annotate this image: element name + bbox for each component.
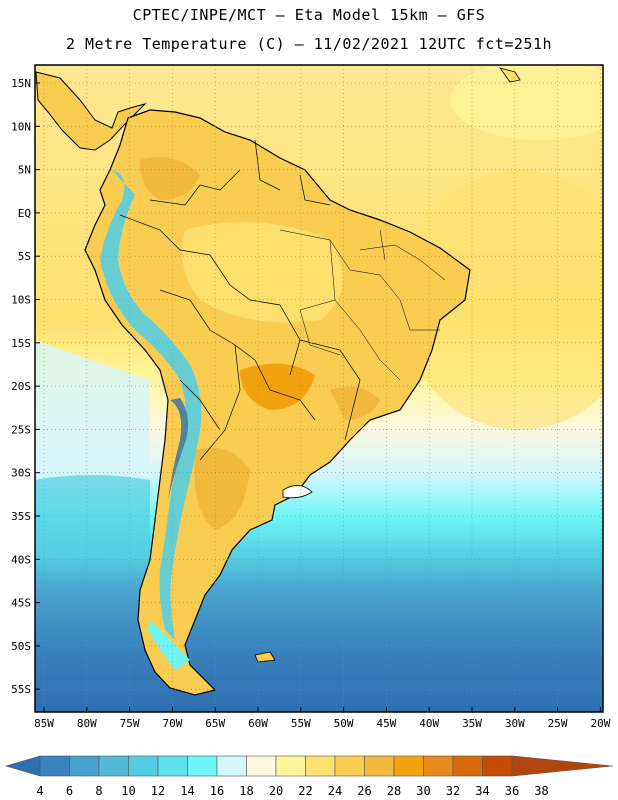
longitude-label: 20W [590, 717, 610, 730]
colorbar-arrow-right [511, 755, 614, 777]
amazon-mild-patch [182, 222, 343, 323]
colorbar: 4 6 8 10 12 14 16 18 20 22 24 26 28 30 32 34 36 38 [4, 755, 614, 798]
colorbar-box [423, 755, 454, 777]
colorbar-box [128, 755, 159, 777]
colorbar-box [393, 755, 424, 777]
colorbar-box [246, 755, 277, 777]
colorbar-label: 30 [416, 784, 430, 798]
colorbar-label: 10 [121, 784, 135, 798]
patagonia-cold [148, 620, 190, 670]
longitude-label: 85W [34, 717, 54, 730]
longitude-label: 70W [162, 717, 182, 730]
pampas-warm-patch [194, 447, 250, 530]
latitude-label: 10N [11, 120, 31, 133]
map-frame [34, 64, 604, 713]
chart-title-line2: 2 Metre Temperature (C) – 11/02/2021 12U… [65, 35, 553, 53]
colorbar-label: 14 [180, 784, 194, 798]
latitude-label: 15S [11, 337, 31, 350]
map-area [35, 65, 603, 712]
colorbar-box [39, 755, 70, 777]
colorbar-box [216, 755, 247, 777]
colorbar-label: 16 [210, 784, 224, 798]
colorbar-box [275, 755, 306, 777]
latitude-label: 30S [11, 467, 31, 480]
colorbar-box [157, 755, 188, 777]
colorbar-box [482, 755, 513, 777]
latitude-label: 5N [18, 164, 31, 177]
chart-title-line1: CPTEC/INPE/MCT – Eta Model 15km – GFS [132, 6, 486, 24]
falklands [254, 651, 276, 663]
latitude-label: EQ [18, 207, 31, 220]
colorbar-box [452, 755, 483, 777]
colorbar-label: 22 [298, 784, 312, 798]
andes-cold-ridge [100, 170, 202, 640]
latitude-label: 25S [11, 423, 31, 436]
longitude-label: 75W [120, 717, 140, 730]
colorbar-box [98, 755, 129, 777]
colorbar-label: 36 [505, 784, 519, 798]
colorbar-label: 4 [36, 784, 43, 798]
rio-de-la-plata [282, 485, 313, 499]
colorbar-label: 38 [534, 784, 548, 798]
state-borders [279, 229, 446, 381]
colorbar-arrow-left [4, 755, 41, 777]
colorbar-box [69, 755, 100, 777]
colorbar-label: 26 [357, 784, 371, 798]
southeast-warm-patch [330, 386, 380, 420]
longitude-label: 25W [548, 717, 568, 730]
longitude-label: 40W [419, 717, 439, 730]
colorbar-box [364, 755, 395, 777]
country-borders [119, 139, 361, 461]
pacific-cool-band [35, 340, 150, 470]
colorbar-label: 20 [269, 784, 283, 798]
longitude-label: 30W [505, 717, 525, 730]
colorbar-label: 8 [95, 784, 102, 798]
latitude-label: 40S [11, 553, 31, 566]
caribbean-patch [450, 65, 603, 140]
colorbar-label: 18 [239, 784, 253, 798]
longitude-label: 50W [334, 717, 354, 730]
colorbar-label: 12 [151, 784, 165, 798]
latitude-label: 10S [11, 294, 31, 307]
colorbar-label: 32 [446, 784, 460, 798]
colorbar-box [334, 755, 365, 777]
latitude-label: 20S [11, 380, 31, 393]
latitude-label: 45S [11, 597, 31, 610]
colorbar-box [305, 755, 336, 777]
ocean-warm-patch [400, 170, 603, 430]
colorbar-label: 28 [387, 784, 401, 798]
longitude-label: 65W [205, 717, 225, 730]
colorbar-box [187, 755, 218, 777]
latitude-labels: 15N 10N 5N EQ 5S 10S 15S 20S 25S 30S 35S 40S 45S 50S 5… [11, 77, 31, 696]
colorbar-label: 24 [328, 784, 342, 798]
colombia-warm-patch [140, 157, 200, 200]
island [499, 67, 521, 83]
latitude-label: 55S [11, 683, 31, 696]
grid-lines [35, 65, 603, 712]
longitude-label: 45W [376, 717, 396, 730]
longitude-label: 60W [248, 717, 268, 730]
latitude-label: 15N [11, 77, 31, 90]
longitude-label: 55W [291, 717, 311, 730]
longitude-label: 35W [462, 717, 482, 730]
central-america [35, 71, 147, 151]
colorbar-label: 34 [475, 784, 489, 798]
colorbar-label: 6 [66, 784, 73, 798]
longitude-label: 80W [77, 717, 97, 730]
longitude-labels: 85W 80W 75W 70W 65W 60W 55W 50W 45W 40W 35W 30W 25W 2… [34, 717, 611, 730]
pacific-cold-band [35, 475, 150, 560]
latitude-label: 35S [11, 510, 31, 523]
andes-coldest [168, 398, 188, 500]
latitude-label: 5S [18, 250, 31, 263]
latitude-label: 50S [11, 640, 31, 653]
